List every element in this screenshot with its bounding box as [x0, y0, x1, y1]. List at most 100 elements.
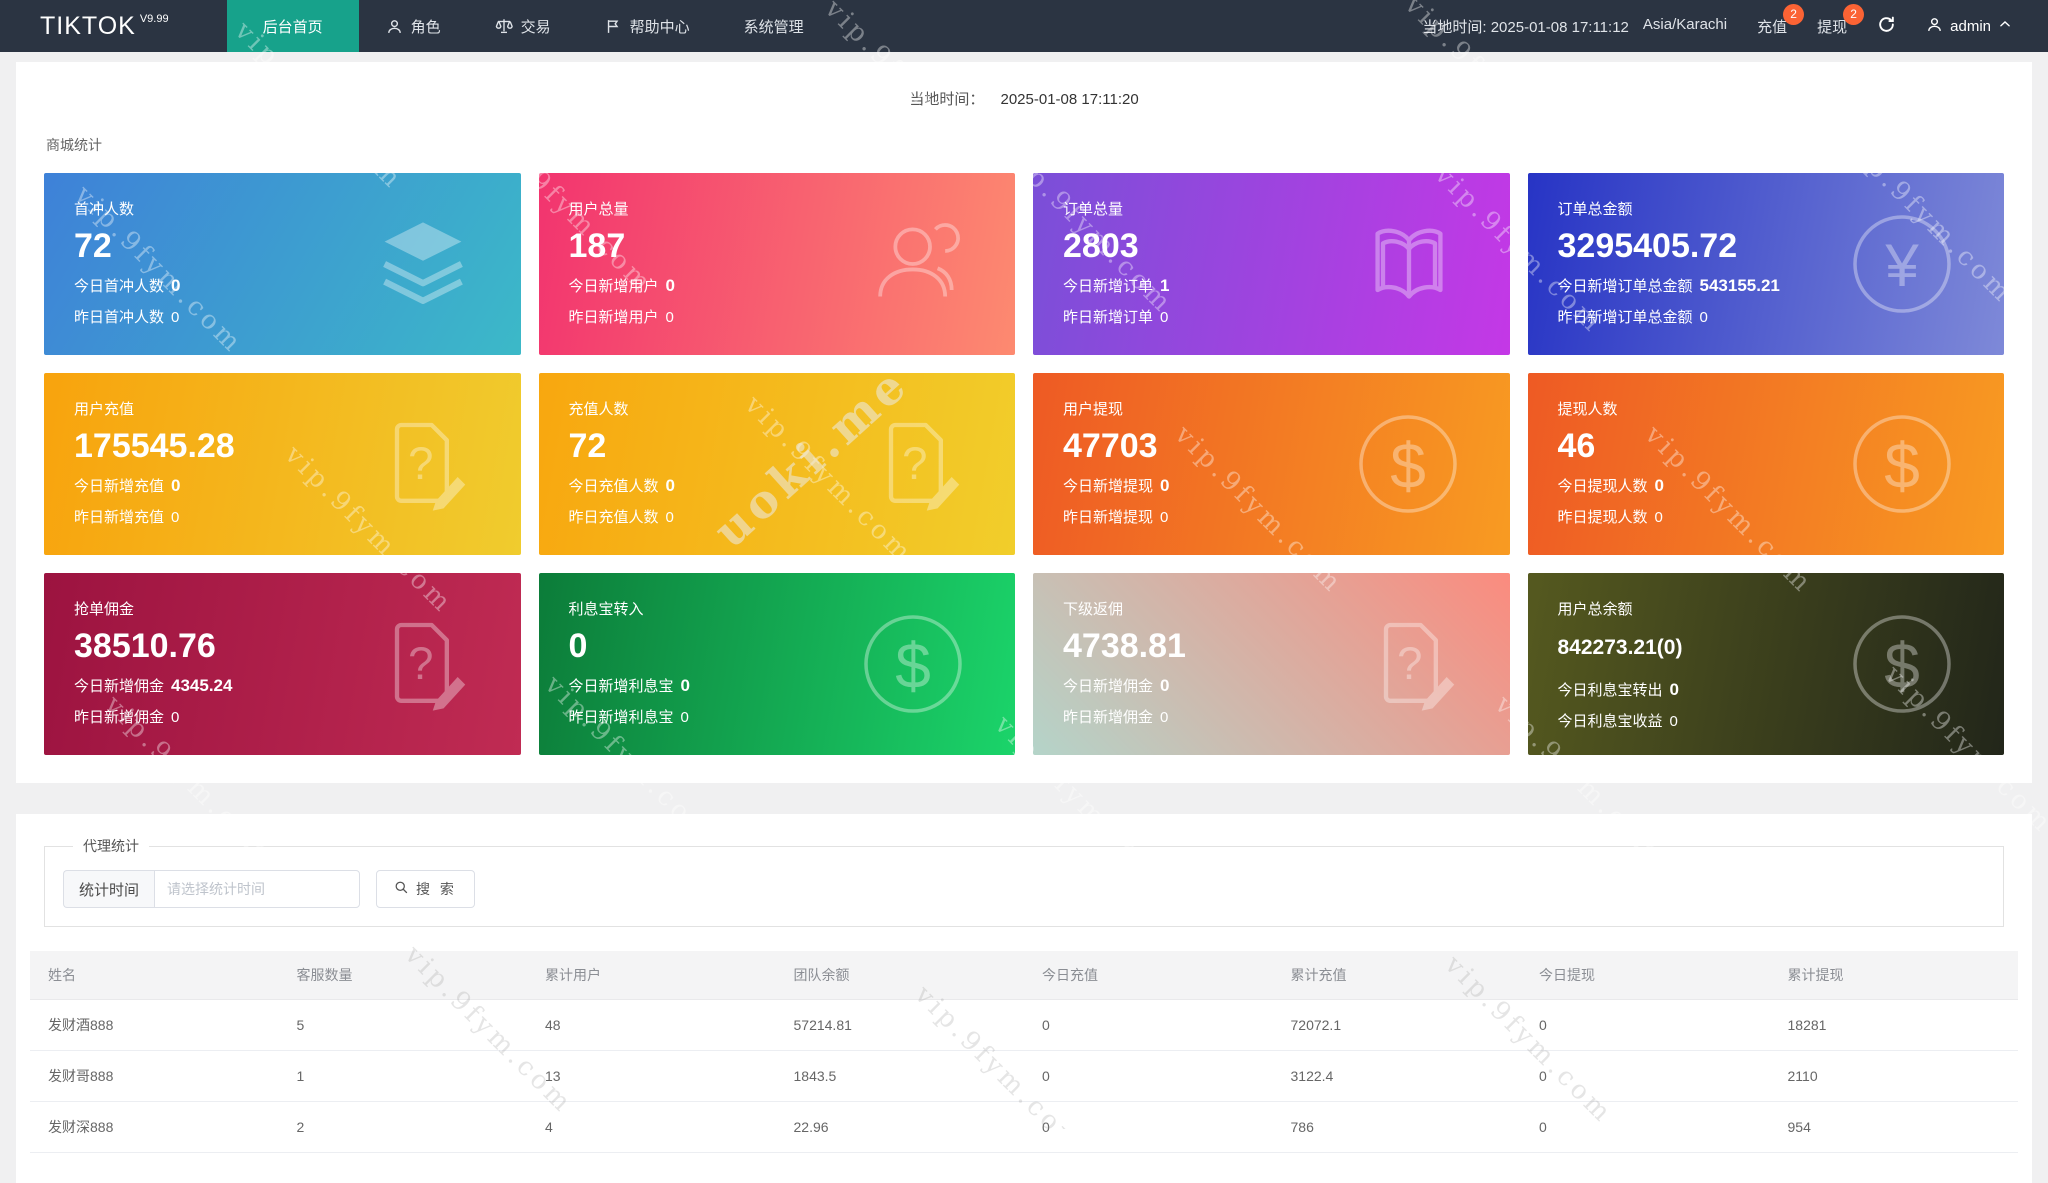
table-cell: 72072.1: [1272, 999, 1521, 1051]
withdraw-button[interactable]: 提现 2: [1817, 3, 1865, 37]
layers-icon: [371, 216, 475, 312]
search-icon: [394, 880, 409, 898]
stat-time-input-group: 统计时间: [63, 870, 361, 908]
file-icon: ?: [1360, 612, 1464, 716]
stat-card: 订单总金额 3295405.72 今日新增订单总金额 543155.21 昨日新增订单总…: [1527, 173, 2004, 355]
stat-card: 用户充值 175545.28 今日新增充值 0 昨日新增充值 0?: [44, 373, 521, 555]
card-value: 4738.81: [1063, 627, 1186, 665]
stat-card: 下级返佣 4738.81 今日新增佣金 0 昨日新增佣金 0?: [1033, 573, 1510, 755]
table-cell: 786: [1272, 1101, 1521, 1153]
table-header-cell: 累计用户: [527, 951, 776, 1000]
stat-time-input[interactable]: [154, 870, 361, 908]
dollar-icon: $: [1352, 408, 1464, 520]
chevron-up-icon: [1998, 17, 2012, 35]
card-title: 用户总量: [568, 201, 629, 218]
search-button-label: 搜 索: [416, 881, 457, 897]
card-line-yesterday: 昨日新增订单总金额 0: [1557, 309, 1708, 327]
brand-version: V9.99: [139, 13, 169, 25]
card-line-yesterday: 昨日首冲人数 0: [74, 309, 180, 327]
card-title: 抢单佣金: [74, 601, 135, 618]
user-icon: [1926, 16, 1943, 37]
nav-item[interactable]: 后台首页: [226, 0, 359, 52]
nav-item-label: 角色: [410, 18, 441, 36]
file-icon: ?: [865, 412, 969, 516]
table-cell: 4: [527, 1101, 776, 1153]
svg-text:$: $: [1884, 430, 1920, 502]
local-time-text: 当地时间: 2025-01-08 17:11:12: [1422, 18, 1629, 36]
username-text: admin: [1950, 17, 1991, 35]
navbar-right: 当地时间: 2025-01-08 17:11:12 Asia/Karachi 充…: [1422, 0, 2048, 52]
svg-text:¥: ¥: [1884, 232, 1919, 299]
stat-card: 订单总量 2803 今日新增订单 1 昨日新增订单 0: [1033, 173, 1510, 355]
stat-card: 抢单佣金 38510.76 今日新增佣金 4345.24 昨日新增佣金 0?: [44, 573, 521, 755]
card-line-today: 今日新增利息宝 0: [568, 676, 690, 696]
card-title: 下级返佣: [1063, 601, 1124, 618]
brand-name: TIKTOK: [40, 11, 136, 40]
card-line-yesterday: 昨日新增提现 0: [1063, 509, 1169, 527]
nav-item[interactable]: 系统管理: [717, 0, 831, 52]
table-cell: 1: [278, 1050, 527, 1102]
table-cell: 3122.4: [1272, 1050, 1521, 1102]
stat-time-label: 统计时间: [63, 870, 155, 908]
card-line-yesterday: 昨日充值人数 0: [568, 509, 674, 527]
card-line-today: 今日提现人数 0: [1557, 476, 1664, 496]
recharge-badge: 2: [1783, 3, 1805, 25]
withdraw-badge: 2: [1843, 3, 1865, 25]
card-line-today: 今日充值人数 0: [568, 476, 675, 496]
table-cell: 发财哥888: [30, 1050, 279, 1102]
card-title: 利息宝转入: [568, 601, 644, 618]
nav-item[interactable]: 交易: [468, 0, 578, 52]
table-cell: 57214.81: [775, 999, 1024, 1051]
dollar-icon: $: [1846, 608, 1958, 720]
table-cell: 1843.5: [775, 1050, 1024, 1102]
nav-item-label: 帮助中心: [629, 18, 690, 36]
dollar-icon: $: [1846, 408, 1958, 520]
card-line-yesterday: 昨日新增订单 0: [1063, 309, 1169, 327]
stat-card: 用户总余额 842273.21(0) 今日利息宝转出 0 今日利息宝收益 0 $: [1527, 573, 2004, 755]
svg-text:?: ?: [408, 638, 433, 689]
table-header-cell: 团队余额: [775, 951, 1024, 1000]
card-value: 46: [1557, 427, 1596, 465]
card-value: 72: [74, 227, 112, 265]
nav-item[interactable]: 角色: [359, 0, 468, 52]
svg-text:?: ?: [408, 438, 433, 489]
navbar-local-time: 当地时间: 2025-01-08 17:11:12 Asia/Karachi: [1422, 16, 1727, 37]
search-button[interactable]: 搜 索: [376, 870, 475, 908]
agent-stats-legend: 代理统计: [83, 838, 139, 854]
table-header-cell: 累计提现: [1769, 951, 2018, 1000]
svg-text:?: ?: [902, 438, 927, 489]
recharge-button[interactable]: 充值 2: [1757, 3, 1805, 37]
card-line-today: 今日首冲人数 0: [74, 276, 181, 296]
table-cell: 0: [1024, 1050, 1273, 1102]
main-nav-menu: 后台首页 角色 交易 帮助中心 系统管理: [226, 0, 831, 52]
table-cell: 0: [1521, 1101, 1770, 1153]
card-line-today: 今日利息宝转出 0: [1557, 680, 1679, 700]
card-title: 用户提现: [1063, 401, 1124, 418]
recharge-label: 充值: [1757, 18, 1788, 36]
file-icon: ?: [371, 412, 475, 516]
table-cell: 13: [527, 1050, 776, 1102]
brand-logo[interactable]: TIKTOK V9.99: [0, 0, 227, 52]
card-line-today: 今日新增订单总金额 543155.21: [1557, 276, 1780, 296]
refresh-icon: [1877, 15, 1896, 38]
nav-item[interactable]: 帮助中心: [578, 0, 717, 52]
file-icon: ?: [371, 612, 475, 716]
card-value: 0: [568, 627, 588, 665]
table-row: 发财哥888 1 13 1843.5 0 3122.4 0 2110: [30, 1050, 2018, 1102]
card-value: 72: [568, 427, 607, 465]
card-line-today: 今日新增充值 0: [74, 476, 181, 496]
card-value: 842273.21(0): [1557, 636, 1683, 659]
stat-cards-grid: 首冲人数 72 今日首冲人数 0 昨日首冲人数 0 用户总量 187 今日新增用户 0 昨日新增用户…: [44, 173, 2004, 755]
card-value: 3295405.72: [1557, 227, 1738, 265]
user-menu[interactable]: admin: [1926, 16, 2012, 37]
card-value: 2803: [1063, 227, 1139, 265]
svg-text:$: $: [1390, 430, 1426, 502]
refresh-button[interactable]: [1877, 15, 1896, 38]
svg-text:$: $: [895, 630, 931, 702]
card-value: 175545.28: [74, 427, 235, 465]
table-cell: 18281: [1769, 999, 2018, 1051]
card-title: 用户总余额: [1557, 601, 1633, 618]
book-icon: [1354, 212, 1464, 316]
card-value: 47703: [1063, 427, 1158, 465]
card-line-yesterday: 昨日提现人数 0: [1557, 509, 1663, 527]
